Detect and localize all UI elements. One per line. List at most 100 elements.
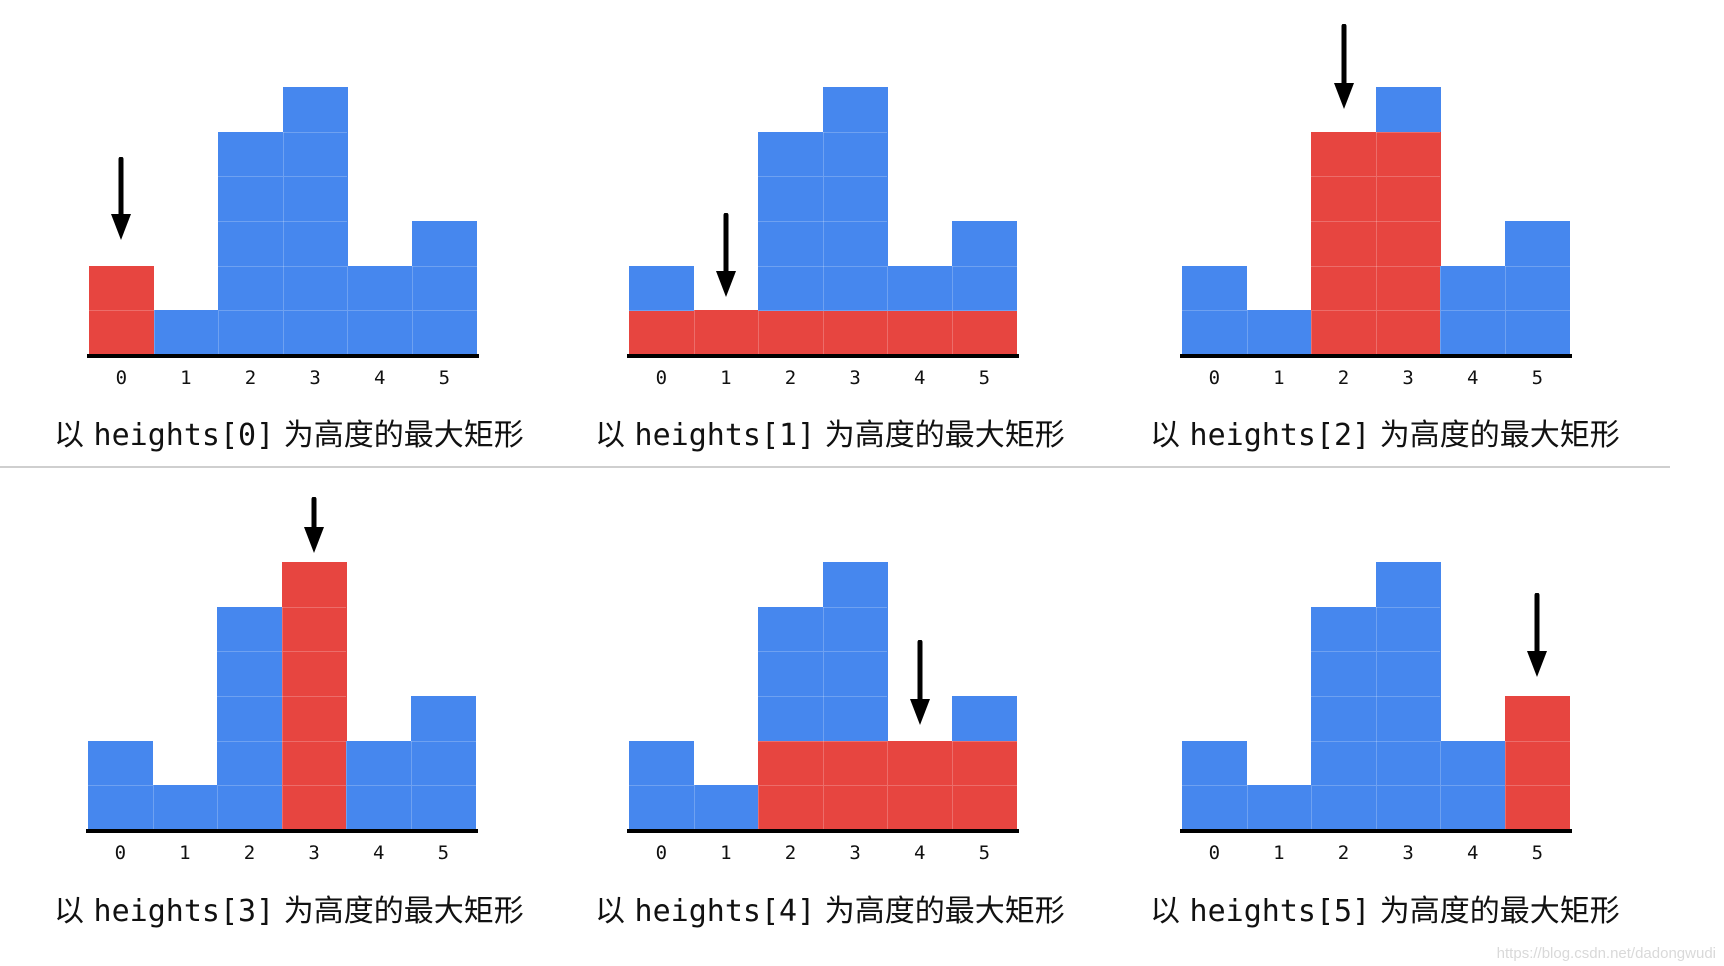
grid-line [1246, 785, 1248, 830]
highlight-cell [281, 785, 347, 831]
highlight-cell [952, 785, 1018, 831]
x-tick-label: 0 [114, 842, 127, 864]
highlight-cell [822, 310, 888, 356]
highlight-cell [1375, 131, 1441, 177]
x-tick-label: 3 [849, 367, 861, 389]
bar-cell [758, 265, 824, 311]
grid-line [822, 785, 824, 830]
grid-line [411, 785, 412, 830]
grid-line [758, 310, 760, 355]
caption-suffix: 为高度的最大矩形 [1370, 418, 1620, 453]
grid-line [281, 740, 283, 786]
x-tick-label: 4 [913, 367, 926, 389]
grid-line [282, 176, 348, 178]
highlight-cell [89, 265, 155, 311]
bar-cell [952, 265, 1018, 311]
grid-line [1311, 740, 1376, 742]
grid-line [758, 740, 823, 742]
grid-line [822, 695, 888, 697]
caption-suffix: 为高度的最大矩形 [815, 894, 1065, 929]
down-arrow-icon [304, 497, 325, 553]
caption-prefix: 以 [1150, 418, 1190, 453]
bar-cell [758, 131, 824, 177]
x-tick-label: 0 [655, 842, 668, 864]
grid-line [217, 785, 219, 830]
grid-line [1440, 785, 1505, 787]
bar-cell [218, 265, 284, 311]
grid-line [1311, 265, 1376, 267]
grid-line [218, 310, 283, 312]
grid-line [887, 785, 889, 830]
bar-cell [347, 265, 413, 311]
grid-line [1311, 785, 1376, 787]
grid-line [1182, 310, 1247, 312]
grid-line [1375, 220, 1377, 266]
grid-line [758, 651, 823, 653]
grid-line [282, 265, 284, 311]
caption-code: heights[0] [93, 418, 275, 453]
grid-line [282, 131, 348, 133]
x-axis-line [627, 354, 1019, 358]
bar-cell [1440, 785, 1506, 831]
grid-line [822, 131, 888, 133]
bar-cell [1182, 785, 1248, 831]
grid-line [218, 310, 220, 355]
bar-cell [411, 740, 477, 786]
x-tick-label: 1 [720, 842, 732, 864]
highlight-cell [281, 606, 347, 652]
x-axis-line [86, 829, 478, 833]
highlight-cell [629, 310, 695, 356]
grid-line [822, 220, 888, 222]
grid-line [1375, 695, 1441, 697]
x-axis-line [1180, 829, 1572, 833]
grid-line [217, 695, 282, 697]
bar-cell [629, 785, 695, 831]
x-tick-label: 3 [849, 842, 861, 864]
grid-line [1505, 310, 1506, 355]
x-tick-label: 2 [1337, 367, 1350, 389]
grid-line [693, 310, 695, 355]
caption-prefix: 以 [54, 418, 94, 453]
caption-suffix: 为高度的最大矩形 [1370, 894, 1620, 929]
bar-cell [1375, 561, 1441, 607]
bar-cell [1311, 651, 1377, 697]
grid-line [347, 310, 412, 312]
bar-cell [629, 265, 695, 311]
bar-cell [1375, 86, 1441, 132]
caption-prefix: 以 [595, 418, 635, 453]
grid-line [1440, 310, 1505, 312]
grid-line [822, 606, 824, 652]
bar-cell [1375, 606, 1441, 652]
bar-cell [1375, 740, 1441, 786]
bar-cell [952, 220, 1018, 267]
bar-cell [822, 220, 888, 267]
grid-line [1505, 265, 1570, 267]
x-tick-label: 5 [978, 367, 991, 389]
highlight-cell [887, 785, 953, 831]
x-tick-label: 0 [115, 367, 128, 389]
x-tick-label: 4 [913, 842, 926, 864]
grid-line [1375, 740, 1377, 786]
grid-line [952, 785, 1017, 787]
highlight-cell [1311, 220, 1377, 267]
x-tick-label: 5 [437, 842, 450, 864]
caption-1: 以 heights[1] 为高度的最大矩形 [595, 410, 1065, 454]
highlight-cell [281, 740, 347, 786]
grid-line [1375, 785, 1441, 787]
x-tick-label: 5 [438, 367, 451, 389]
highlight-cell [281, 561, 347, 607]
grid-line [629, 310, 694, 312]
x-tick-label: 0 [655, 367, 668, 389]
bar-cell [347, 310, 413, 356]
grid-line [822, 740, 824, 786]
grid-line [952, 310, 1017, 312]
x-tick-label: 4 [373, 367, 386, 389]
x-tick-label: 4 [372, 842, 385, 864]
grid-line [411, 740, 476, 742]
grid-line [952, 740, 1017, 742]
grid-line [822, 606, 888, 608]
bar-cell [217, 651, 283, 697]
highlight-cell [1375, 176, 1441, 222]
grid-line [822, 265, 888, 267]
grid-line [822, 651, 888, 653]
